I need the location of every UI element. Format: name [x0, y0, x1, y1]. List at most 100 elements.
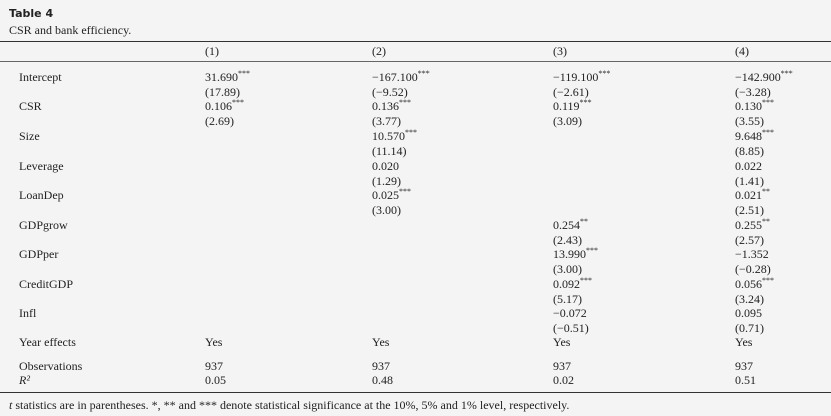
cell-value: −119.100*** — [553, 69, 611, 85]
column-header: (4) — [735, 44, 749, 58]
cell-value: 0.51 — [735, 373, 756, 387]
t-statistic: (1.41) — [735, 174, 764, 188]
t-statistic: (2.43) — [553, 233, 582, 247]
coefficient: −1.352 — [735, 247, 769, 261]
cell-value: 937 — [205, 359, 223, 373]
significance-stars: ** — [762, 217, 770, 226]
t-statistic: (−9.52) — [372, 85, 408, 99]
t-statistic: (3.09) — [553, 114, 582, 128]
significance-stars: *** — [238, 69, 250, 78]
column-header: (3) — [553, 44, 567, 58]
coefficient: Yes — [735, 335, 753, 349]
t-statistic: (−0.28) — [735, 262, 771, 276]
row-label: GDPgrow — [19, 218, 68, 232]
significance-stars: *** — [598, 69, 611, 78]
cell-value: 0.130*** — [735, 98, 774, 114]
coefficient: 937 — [735, 359, 753, 373]
header-rule — [0, 61, 831, 62]
cell-value: 31.690*** — [205, 69, 250, 85]
cell-value: 10.570*** — [372, 129, 417, 144]
coefficient: Yes — [205, 335, 223, 349]
cell-value: −0.072 — [553, 306, 587, 320]
coefficient: 13.990 — [553, 247, 586, 261]
cell-value: 0.48 — [372, 373, 393, 387]
coefficient: 0.48 — [372, 373, 393, 387]
coefficient: 0.255 — [735, 218, 762, 232]
significance-stars: *** — [762, 276, 774, 285]
cell-value: 0.119*** — [553, 99, 592, 114]
coefficient: −167.100 — [372, 70, 418, 84]
t-statistic: (0.71) — [735, 321, 764, 335]
row-label: Observations — [19, 359, 83, 373]
t-statistic: (11.14) — [372, 144, 407, 158]
coefficient: 0.254 — [553, 218, 580, 232]
row-label: GDPper — [19, 247, 59, 261]
significance-stars: *** — [232, 98, 244, 107]
t-statistic: (−0.51) — [553, 321, 589, 335]
cell-value: 0.020 — [372, 159, 399, 173]
t-statistic: (2.51) — [735, 203, 764, 217]
significance-stars: *** — [780, 69, 793, 78]
t-statistic: (5.17) — [553, 292, 582, 306]
significance-stars: ** — [580, 217, 588, 226]
t-statistic: (2.69) — [205, 114, 234, 128]
coefficient: 0.02 — [553, 373, 574, 387]
cell-value: 0.092*** — [553, 276, 592, 292]
column-header: (1) — [205, 44, 219, 58]
coefficient: 0.021 — [735, 188, 762, 202]
row-label: Year effects — [19, 335, 76, 349]
coefficient: −0.072 — [553, 306, 587, 320]
significance-stars: *** — [580, 276, 592, 285]
t-statistic: (17.89) — [205, 85, 240, 99]
t-statistic: (3.00) — [372, 203, 401, 217]
row-label: Infl — [19, 306, 37, 320]
table-subtitle: CSR and bank efficiency. — [9, 23, 132, 37]
cell-value: 937 — [372, 359, 390, 373]
cell-value: 937 — [553, 359, 571, 373]
t-statistic: (3.77) — [372, 114, 401, 128]
coefficient: −142.900 — [735, 70, 781, 84]
significance-stars: *** — [762, 98, 774, 107]
coefficient: −119.100 — [553, 70, 599, 84]
coefficient: Yes — [553, 335, 571, 349]
cell-value: Yes — [735, 335, 752, 349]
cell-value: 0.022 — [735, 159, 762, 173]
cell-value: −167.100*** — [372, 70, 430, 85]
cell-value: −1.352 — [735, 247, 769, 261]
column-header: (2) — [372, 44, 386, 58]
coefficient: 0.119 — [553, 99, 580, 113]
cell-value: 0.136*** — [372, 98, 411, 114]
coefficient: 0.095 — [735, 306, 762, 320]
coefficient: 0.025 — [372, 188, 399, 202]
significance-stars: ** — [762, 187, 770, 196]
coefficient: 0.136 — [372, 99, 399, 113]
coefficient: 937 — [372, 359, 390, 373]
significance-stars: *** — [399, 98, 411, 107]
cell-value: Yes — [372, 335, 389, 349]
cell-value: 0.056*** — [735, 276, 774, 292]
coefficient: 0.130 — [735, 99, 762, 113]
significance-stars: *** — [586, 246, 598, 255]
cell-value: 0.025*** — [372, 188, 411, 203]
coefficient: 9.648 — [735, 129, 762, 143]
coefficient: 0.05 — [205, 373, 226, 387]
coefficient: Yes — [372, 335, 390, 349]
cell-value: 0.02 — [553, 373, 574, 387]
significance-stars: *** — [762, 128, 774, 137]
cell-value: Yes — [205, 335, 222, 349]
coefficient: 0.022 — [735, 159, 762, 173]
bottom-rule — [0, 392, 831, 393]
t-statistic: (1.29) — [372, 174, 401, 188]
row-label: R² — [19, 373, 30, 387]
cell-value: 0.021** — [735, 187, 770, 203]
table-title: Table 4 — [9, 7, 54, 20]
t-statistic: (3.55) — [735, 114, 764, 128]
row-label: CSR — [19, 99, 42, 113]
cell-value: 9.648*** — [735, 128, 774, 144]
coefficient: 0.056 — [735, 277, 762, 291]
cell-value: 13.990*** — [553, 246, 598, 262]
cell-value: 937 — [735, 359, 753, 373]
cell-value: 0.106*** — [205, 98, 244, 114]
cell-value: 0.254** — [553, 217, 588, 233]
